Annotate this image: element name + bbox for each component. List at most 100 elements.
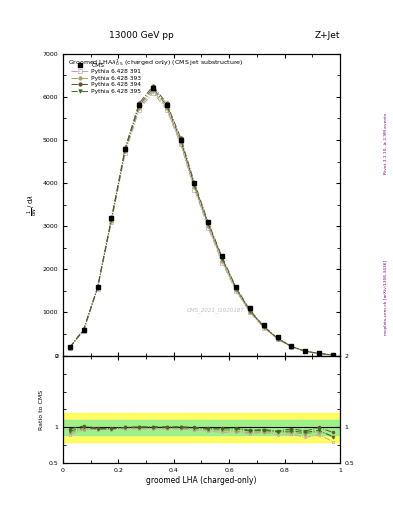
Pythia 6.428 393 — [68, 345, 72, 351]
Pythia 6.428 393 — [248, 309, 252, 315]
Pythia 6.428 395 — [151, 85, 155, 91]
Pythia 6.428 393 — [206, 223, 211, 229]
Line: Pythia 6.428 391: Pythia 6.428 391 — [68, 91, 335, 357]
CMS — [81, 327, 86, 333]
Pythia 6.428 393 — [331, 352, 335, 358]
CMS — [192, 180, 197, 186]
Pythia 6.428 391 — [206, 225, 211, 231]
Pythia 6.428 394 — [303, 348, 308, 354]
CMS — [95, 284, 100, 290]
Pythia 6.428 395 — [248, 308, 252, 314]
Text: mcplots.cern.ch [arXiv:1306.3436]: mcplots.cern.ch [arXiv:1306.3436] — [384, 260, 388, 334]
Pythia 6.428 393 — [317, 351, 321, 357]
Pythia 6.428 391 — [289, 344, 294, 350]
Pythia 6.428 395 — [275, 335, 280, 342]
Pythia 6.428 393 — [137, 104, 141, 111]
Bar — [63, 420, 340, 435]
X-axis label: groomed LHA (charged-only): groomed LHA (charged-only) — [146, 476, 257, 485]
Pythia 6.428 394 — [234, 284, 239, 290]
CMS — [261, 323, 266, 329]
Pythia 6.428 394 — [95, 284, 100, 290]
Pythia 6.428 395 — [331, 352, 335, 358]
Pythia 6.428 393 — [303, 348, 308, 354]
Pythia 6.428 391 — [95, 286, 100, 292]
Line: CMS: CMS — [68, 87, 335, 357]
Pythia 6.428 391 — [164, 106, 169, 113]
Pythia 6.428 394 — [109, 216, 114, 222]
Pythia 6.428 395 — [303, 348, 308, 354]
Pythia 6.428 394 — [331, 352, 335, 358]
Pythia 6.428 394 — [164, 100, 169, 106]
Pythia 6.428 394 — [275, 335, 280, 342]
Pythia 6.428 393 — [289, 344, 294, 350]
Pythia 6.428 395 — [81, 327, 86, 333]
Y-axis label: $\frac{1}{\mathrm{d}N}\,/\,\mathrm{d}\lambda$: $\frac{1}{\mathrm{d}N}\,/\,\mathrm{d}\la… — [26, 194, 40, 216]
Pythia 6.428 395 — [137, 102, 141, 109]
Pythia 6.428 394 — [261, 323, 266, 329]
Pythia 6.428 395 — [206, 221, 211, 227]
Pythia 6.428 395 — [234, 285, 239, 291]
CMS — [289, 343, 294, 349]
CMS — [68, 344, 72, 350]
CMS — [164, 102, 169, 109]
Y-axis label: Ratio to CMS: Ratio to CMS — [39, 390, 44, 430]
CMS — [178, 137, 183, 143]
Pythia 6.428 395 — [178, 137, 183, 143]
Pythia 6.428 391 — [331, 352, 335, 358]
Pythia 6.428 395 — [192, 182, 197, 188]
Pythia 6.428 391 — [109, 219, 114, 225]
CMS — [331, 352, 335, 358]
Pythia 6.428 393 — [81, 327, 86, 333]
Pythia 6.428 391 — [317, 351, 321, 357]
Pythia 6.428 391 — [151, 90, 155, 96]
Pythia 6.428 394 — [81, 326, 86, 332]
Legend: CMS, Pythia 6.428 391, Pythia 6.428 393, Pythia 6.428 394, Pythia 6.428 395: CMS, Pythia 6.428 391, Pythia 6.428 393,… — [72, 62, 141, 94]
CMS — [109, 215, 114, 221]
CMS — [275, 334, 280, 340]
Pythia 6.428 391 — [234, 288, 239, 294]
Pythia 6.428 395 — [289, 344, 294, 350]
Pythia 6.428 395 — [95, 285, 100, 291]
CMS — [206, 219, 211, 225]
Pythia 6.428 391 — [261, 325, 266, 331]
Pythia 6.428 394 — [68, 344, 72, 350]
CMS — [248, 305, 252, 311]
CMS — [137, 102, 141, 109]
Pythia 6.428 391 — [220, 260, 224, 266]
Text: Groomed LHA$\lambda^{1}_{0.5}$ (charged only) (CMS jet substructure): Groomed LHA$\lambda^{1}_{0.5}$ (charged … — [68, 57, 244, 68]
Pythia 6.428 395 — [68, 344, 72, 350]
Pythia 6.428 394 — [220, 254, 224, 260]
Pythia 6.428 391 — [192, 186, 197, 193]
Text: Z+Jet: Z+Jet — [314, 31, 340, 40]
Pythia 6.428 395 — [164, 102, 169, 109]
Pythia 6.428 393 — [151, 88, 155, 94]
Pythia 6.428 393 — [275, 336, 280, 342]
CMS — [234, 284, 239, 290]
Pythia 6.428 395 — [317, 350, 321, 356]
Pythia 6.428 393 — [123, 147, 128, 154]
Pythia 6.428 394 — [192, 180, 197, 186]
Bar — [63, 413, 340, 442]
CMS — [123, 145, 128, 152]
Pythia 6.428 394 — [317, 350, 321, 356]
Pythia 6.428 393 — [109, 218, 114, 224]
Pythia 6.428 393 — [192, 184, 197, 190]
Pythia 6.428 391 — [303, 348, 308, 354]
Pythia 6.428 394 — [178, 135, 183, 141]
Pythia 6.428 393 — [261, 324, 266, 330]
Pythia 6.428 391 — [248, 309, 252, 315]
CMS — [151, 85, 155, 91]
Pythia 6.428 393 — [178, 139, 183, 145]
Text: 13000 GeV pp: 13000 GeV pp — [109, 31, 174, 40]
Pythia 6.428 393 — [220, 258, 224, 264]
Pythia 6.428 391 — [137, 106, 141, 113]
Line: Pythia 6.428 394: Pythia 6.428 394 — [68, 84, 335, 357]
Pythia 6.428 394 — [206, 220, 211, 226]
Pythia 6.428 394 — [123, 145, 128, 151]
Pythia 6.428 395 — [109, 217, 114, 223]
Text: Rivet 3.1.10, ≥ 2.9M events: Rivet 3.1.10, ≥ 2.9M events — [384, 113, 388, 174]
Line: Pythia 6.428 395: Pythia 6.428 395 — [68, 87, 335, 357]
CMS — [303, 348, 308, 354]
Pythia 6.428 393 — [95, 285, 100, 291]
Pythia 6.428 391 — [178, 141, 183, 147]
